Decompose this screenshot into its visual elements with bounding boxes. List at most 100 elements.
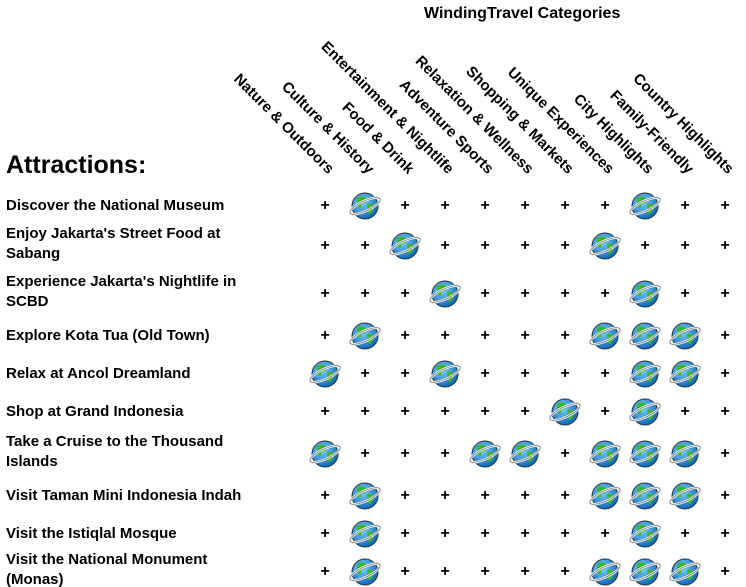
plus-icon[interactable]: + [707, 228, 743, 264]
plus-icon[interactable]: + [427, 436, 463, 472]
plus-icon[interactable]: + [667, 276, 703, 312]
plus-icon[interactable]: + [507, 554, 543, 587]
globe-icon[interactable] [667, 318, 703, 354]
plus-icon[interactable]: + [427, 516, 463, 552]
globe-icon[interactable] [627, 394, 663, 430]
plus-icon[interactable]: + [467, 188, 503, 224]
plus-icon[interactable]: + [547, 516, 583, 552]
plus-icon[interactable]: + [387, 276, 423, 312]
plus-icon[interactable]: + [587, 394, 623, 430]
globe-icon[interactable] [627, 276, 663, 312]
plus-icon[interactable]: + [507, 394, 543, 430]
plus-icon[interactable]: + [307, 318, 343, 354]
globe-icon[interactable] [387, 228, 423, 264]
globe-icon[interactable] [587, 436, 623, 472]
plus-icon[interactable]: + [387, 394, 423, 430]
globe-icon[interactable] [427, 276, 463, 312]
plus-icon[interactable]: + [467, 318, 503, 354]
plus-icon[interactable]: + [587, 356, 623, 392]
globe-icon[interactable] [627, 318, 663, 354]
plus-icon[interactable]: + [707, 516, 743, 552]
plus-icon[interactable]: + [507, 276, 543, 312]
plus-icon[interactable]: + [547, 318, 583, 354]
plus-icon[interactable]: + [427, 188, 463, 224]
plus-icon[interactable]: + [347, 228, 383, 264]
plus-icon[interactable]: + [587, 188, 623, 224]
plus-icon[interactable]: + [387, 318, 423, 354]
plus-icon[interactable]: + [387, 516, 423, 552]
plus-icon[interactable]: + [667, 516, 703, 552]
globe-icon[interactable] [627, 436, 663, 472]
plus-icon[interactable]: + [467, 394, 503, 430]
plus-icon[interactable]: + [707, 188, 743, 224]
globe-icon[interactable] [307, 436, 343, 472]
globe-icon[interactable] [587, 478, 623, 514]
plus-icon[interactable]: + [707, 478, 743, 514]
plus-icon[interactable]: + [427, 318, 463, 354]
globe-icon[interactable] [347, 188, 383, 224]
plus-icon[interactable]: + [387, 478, 423, 514]
plus-icon[interactable]: + [307, 554, 343, 587]
globe-icon[interactable] [667, 436, 703, 472]
plus-icon[interactable]: + [547, 436, 583, 472]
globe-icon[interactable] [587, 228, 623, 264]
plus-icon[interactable]: + [387, 356, 423, 392]
plus-icon[interactable]: + [667, 188, 703, 224]
plus-icon[interactable]: + [707, 554, 743, 587]
plus-icon[interactable]: + [547, 228, 583, 264]
plus-icon[interactable]: + [667, 394, 703, 430]
plus-icon[interactable]: + [507, 318, 543, 354]
plus-icon[interactable]: + [387, 436, 423, 472]
plus-icon[interactable]: + [427, 478, 463, 514]
globe-icon[interactable] [587, 554, 623, 587]
globe-icon[interactable] [547, 394, 583, 430]
plus-icon[interactable]: + [467, 516, 503, 552]
plus-icon[interactable]: + [507, 356, 543, 392]
plus-icon[interactable]: + [387, 188, 423, 224]
plus-icon[interactable]: + [427, 394, 463, 430]
plus-icon[interactable]: + [307, 228, 343, 264]
plus-icon[interactable]: + [347, 394, 383, 430]
plus-icon[interactable]: + [347, 276, 383, 312]
globe-icon[interactable] [307, 356, 343, 392]
plus-icon[interactable]: + [707, 356, 743, 392]
globe-icon[interactable] [347, 478, 383, 514]
plus-icon[interactable]: + [307, 516, 343, 552]
plus-icon[interactable]: + [547, 356, 583, 392]
plus-icon[interactable]: + [387, 554, 423, 587]
globe-icon[interactable] [667, 478, 703, 514]
globe-icon[interactable] [587, 318, 623, 354]
plus-icon[interactable]: + [707, 318, 743, 354]
plus-icon[interactable]: + [427, 228, 463, 264]
plus-icon[interactable]: + [467, 478, 503, 514]
plus-icon[interactable]: + [307, 188, 343, 224]
plus-icon[interactable]: + [547, 276, 583, 312]
plus-icon[interactable]: + [667, 228, 703, 264]
plus-icon[interactable]: + [467, 554, 503, 587]
globe-icon[interactable] [627, 478, 663, 514]
globe-icon[interactable] [627, 188, 663, 224]
plus-icon[interactable]: + [707, 276, 743, 312]
plus-icon[interactable]: + [507, 228, 543, 264]
globe-icon[interactable] [467, 436, 503, 472]
globe-icon[interactable] [627, 554, 663, 587]
plus-icon[interactable]: + [587, 276, 623, 312]
globe-icon[interactable] [627, 516, 663, 552]
plus-icon[interactable]: + [427, 554, 463, 587]
plus-icon[interactable]: + [627, 228, 663, 264]
plus-icon[interactable]: + [467, 228, 503, 264]
plus-icon[interactable]: + [307, 478, 343, 514]
plus-icon[interactable]: + [547, 188, 583, 224]
plus-icon[interactable]: + [707, 394, 743, 430]
plus-icon[interactable]: + [467, 276, 503, 312]
plus-icon[interactable]: + [507, 516, 543, 552]
plus-icon[interactable]: + [547, 554, 583, 587]
plus-icon[interactable]: + [507, 478, 543, 514]
plus-icon[interactable]: + [587, 516, 623, 552]
plus-icon[interactable]: + [307, 276, 343, 312]
globe-icon[interactable] [507, 436, 543, 472]
plus-icon[interactable]: + [547, 478, 583, 514]
plus-icon[interactable]: + [347, 356, 383, 392]
globe-icon[interactable] [347, 318, 383, 354]
plus-icon[interactable]: + [707, 436, 743, 472]
